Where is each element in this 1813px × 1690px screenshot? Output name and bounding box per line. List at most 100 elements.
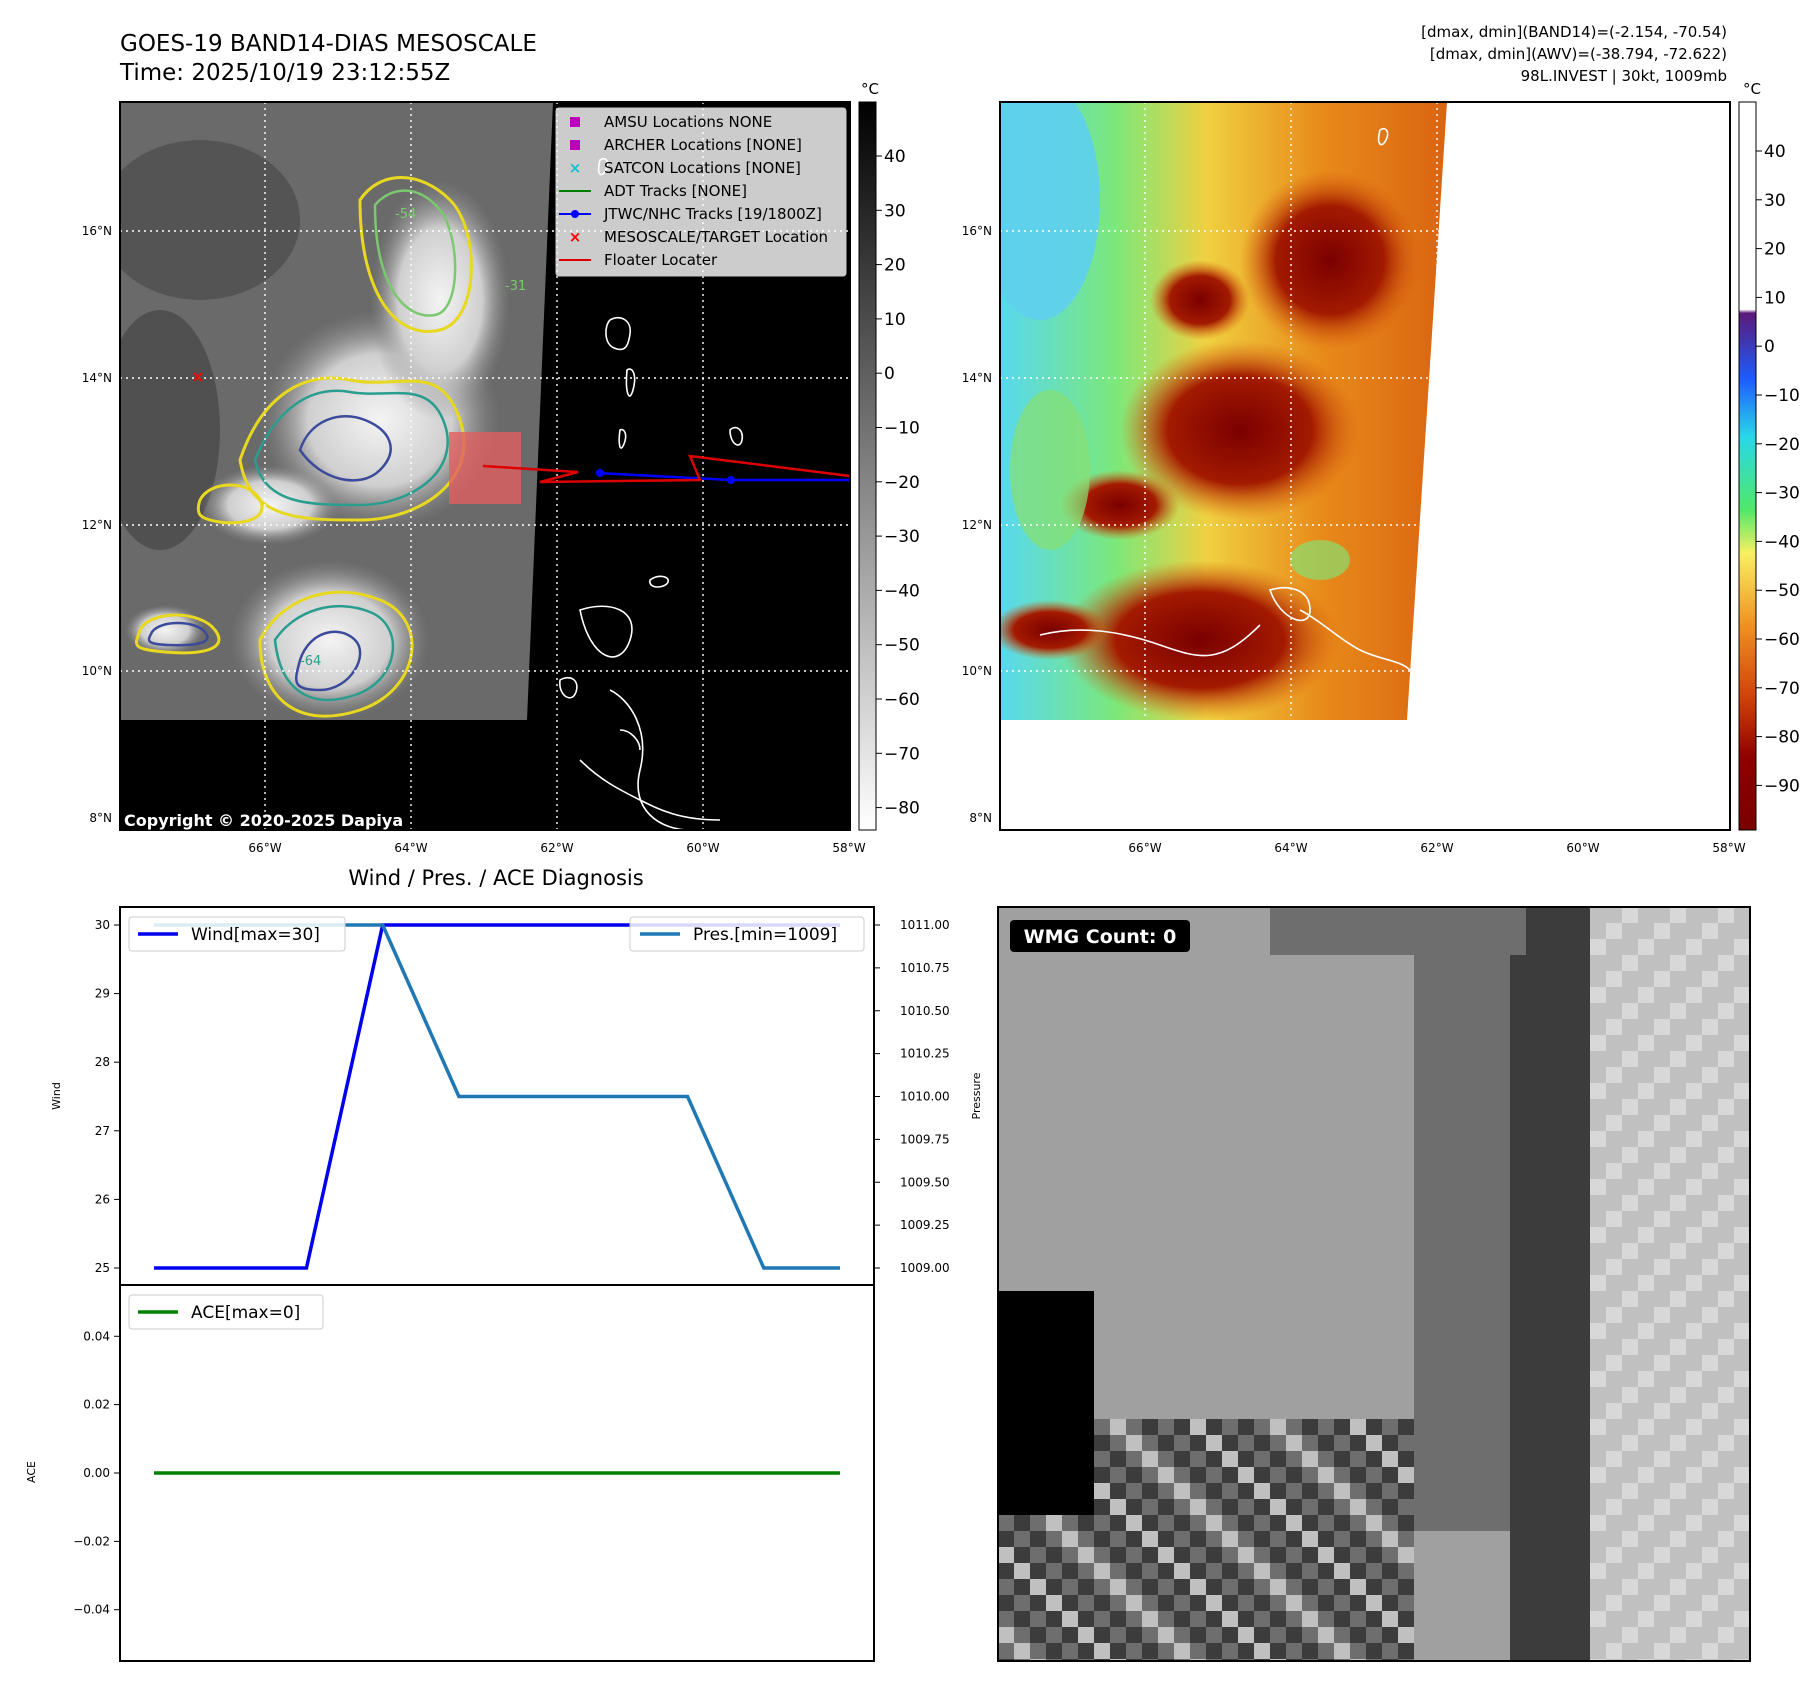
awv-colorbar-unit: °C <box>1743 80 1761 98</box>
lon-tick-label: 66°W <box>1128 841 1161 855</box>
lat-tick-label: 14°N <box>962 371 992 385</box>
lon-tick-label: 58°W <box>832 841 865 855</box>
wmg-count-label: WMG Count: 0 <box>1024 926 1177 948</box>
awv-colorbar: °C 40 30 20 10 0 −10 −20 −30 −40 −50 −60 −70 −80 −90 <box>1738 80 1800 831</box>
ace-tick-label: 0.00 <box>83 1466 110 1480</box>
pressure-legend-label: Pres.[min=1009] <box>693 925 837 945</box>
ace-tick-label: 0.02 <box>83 1398 110 1412</box>
pressure-tick-label: 1011.00 <box>900 918 950 932</box>
legend-label: ARCHER Locations [NONE] <box>604 136 802 154</box>
awv-map-ticks: 66°W 64°W 62°W 60°W 58°W 16°N 14°N 12°N 10°N 8°N <box>962 224 1746 855</box>
ir-colorbar-unit: °C <box>861 80 879 98</box>
lat-tick-label: 10°N <box>962 664 992 678</box>
awv-colorbar-tick: −30 <box>1764 484 1800 504</box>
pressure-tick-label: 1010.00 <box>900 1090 950 1104</box>
pressure-tick-label: 1009.00 <box>900 1261 950 1275</box>
lon-tick-label: 64°W <box>1274 841 1307 855</box>
wind-tick-label: 25 <box>95 1261 110 1275</box>
lat-tick-label: 16°N <box>82 224 112 238</box>
stats-band14: [dmax, dmin](BAND14)=(-2.154, -70.54) <box>1421 23 1727 41</box>
pressure-tick-label: 1009.75 <box>900 1132 950 1146</box>
lon-tick-label: 60°W <box>1566 841 1599 855</box>
awv-map-panel <box>999 101 1731 831</box>
lon-tick-label: 58°W <box>1712 841 1745 855</box>
wind-tick-label: 30 <box>95 918 110 932</box>
wmg-imagery <box>998 907 1750 1661</box>
awv-colorbar-tick: −50 <box>1764 581 1800 601</box>
lat-tick-label: 10°N <box>82 664 112 678</box>
wind-pressure-chart: 25 26 27 28 29 30 1009.00 1009.25 1009.50 1009.75… <box>95 906 950 1286</box>
ir-colorbar-tick: −40 <box>884 581 920 601</box>
awv-gridlines <box>1000 102 1440 720</box>
awv-colorbar-tick: 30 <box>1764 191 1786 211</box>
legend-marker <box>570 140 580 150</box>
contour-label: -64 <box>300 654 321 669</box>
ace-legend-label: ACE[max=0] <box>191 1303 300 1323</box>
ace-tick-label: 0.04 <box>83 1329 110 1343</box>
ir-imagery <box>120 102 553 720</box>
ir-colorbar-tick: −20 <box>884 473 920 493</box>
diagnosis-title: Wind / Pres. / ACE Diagnosis <box>348 866 643 890</box>
figure-time: Time: 2025/10/19 23:12:55Z <box>119 60 450 86</box>
wind-tick-label: 27 <box>95 1124 110 1138</box>
stats-storm: 98L.INVEST | 30kt, 1009mb <box>1521 67 1727 85</box>
copyright: Copyright © 2020-2025 Dapiya <box>124 811 403 830</box>
lon-tick-label: 62°W <box>1420 841 1453 855</box>
pressure-tick-label: 1010.50 <box>900 1004 950 1018</box>
contour-label: -54 <box>395 207 416 222</box>
ir-colorbar-tick: −30 <box>884 527 920 547</box>
wmg-count-badge <box>1010 920 1190 952</box>
ace-tick-label: −0.04 <box>73 1603 110 1617</box>
wind-tick-label: 28 <box>95 1055 110 1069</box>
wind-tick-label: 26 <box>95 1192 110 1206</box>
awv-colorbar-tick: −10 <box>1764 386 1800 406</box>
ace-axis-label: ACE <box>25 1461 38 1483</box>
jtwc-track <box>596 469 850 484</box>
wind-legend-label: Wind[max=30] <box>191 925 320 945</box>
pressure-axis-label: Pressure <box>970 1072 983 1119</box>
lon-tick-label: 62°W <box>540 841 573 855</box>
awv-imagery <box>1000 102 1447 720</box>
wmg-panel: WMG Count: 0 <box>997 906 1751 1662</box>
awv-colorbar-tick: −80 <box>1764 728 1800 748</box>
awv-colorbar-tick: 20 <box>1764 240 1786 260</box>
ace-chart: 0.04 0.02 0.00 −0.02 −0.04 ACE[max=0] <box>73 1284 875 1662</box>
awv-coastlines <box>1039 127 1411 671</box>
awv-colorbar-tick: −60 <box>1764 630 1800 650</box>
lat-tick-label: 12°N <box>962 518 992 532</box>
awv-colorbar-tick: 0 <box>1764 337 1775 357</box>
ir-colorbar-tick: 20 <box>884 256 906 276</box>
legend-label: SATCON Locations [NONE] <box>604 159 801 177</box>
lat-tick-label: 8°N <box>89 811 112 825</box>
figure-title: GOES-19 BAND14-DIAS MESOSCALE <box>120 31 537 57</box>
lat-tick-label: 8°N <box>969 811 992 825</box>
wind-legend-box <box>128 916 346 952</box>
ir-colorbar: °C 40 30 20 10 0 −10 −20 −30 −40 −50 −60 −70 −80 <box>858 80 920 831</box>
mesoscale-target-marker: × <box>191 367 204 386</box>
ir-colorbar-tick: 10 <box>884 310 906 330</box>
ir-colorbar-tick: −50 <box>884 636 920 656</box>
legend-marker: × <box>569 228 582 246</box>
awv-colorbar-tick: 40 <box>1764 142 1786 162</box>
legend-marker: × <box>569 159 582 177</box>
lon-tick-label: 64°W <box>394 841 427 855</box>
ir-colorbar-tick: 30 <box>884 201 906 221</box>
awv-colorbar-tick: −40 <box>1764 532 1800 552</box>
lat-tick-label: 16°N <box>962 224 992 238</box>
legend-label: Floater Locater <box>604 251 718 269</box>
ir-map-ticks: 66°W 64°W 62°W 60°W 58°W 16°N 14°N 12°N 10°N 8°N <box>82 224 866 855</box>
floater-locater-track <box>482 454 851 484</box>
legend-label: JTWC/NHC Tracks [19/1800Z] <box>603 205 822 223</box>
ir-colorbar-tick: −10 <box>884 419 920 439</box>
pressure-tick-label: 1009.25 <box>900 1218 950 1232</box>
legend-marker <box>571 210 579 218</box>
ir-colorbar-tick: 40 <box>884 147 906 167</box>
contour-label: -31 <box>505 279 526 294</box>
pressure-tick-label: 1009.50 <box>900 1175 950 1189</box>
ace-tick-label: −0.02 <box>73 1534 110 1548</box>
stats-awv: [dmax, dmin](AWV)=(-38.794, -72.622) <box>1430 45 1727 63</box>
wind-axis-label: Wind <box>50 1082 63 1110</box>
pressure-legend-box <box>629 916 865 952</box>
pressure-tick-label: 1010.75 <box>900 961 950 975</box>
